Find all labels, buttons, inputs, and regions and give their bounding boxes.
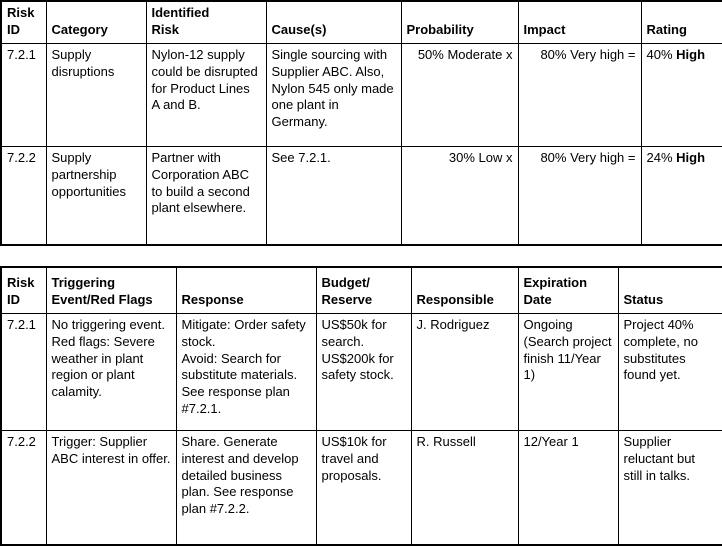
header-risk-id: Risk ID bbox=[0, 0, 47, 44]
header-risk-id: Risk ID bbox=[0, 266, 47, 314]
cell-status: Supplier reluctant but still in talks. bbox=[617, 429, 722, 546]
header-response: Response bbox=[175, 266, 317, 314]
cell-impact: 80% Very high = bbox=[517, 145, 642, 246]
cell-risk-id: 7.2.1 bbox=[0, 42, 47, 147]
cell-budget-reserve: US$10k for travel and proposals. bbox=[315, 429, 412, 546]
cell-probability: 50% Moderate x bbox=[400, 42, 519, 147]
cell-category: Supply partnership opportunities bbox=[45, 145, 147, 246]
cell-identified-risk: Nylon-12 supply could be disrupted for P… bbox=[145, 42, 267, 147]
risk-response-table: Risk ID Triggering Event/Red Flags Respo… bbox=[0, 266, 722, 546]
table-row: 7.2.2 Supply partnership opportunities P… bbox=[0, 145, 722, 246]
cell-status: Project 40% complete, no substitutes fou… bbox=[617, 312, 722, 431]
cell-risk-id: 7.2.2 bbox=[0, 429, 47, 546]
header-status: Status bbox=[617, 266, 722, 314]
cell-triggering-event: Trigger: Supplier ABC interest in offer. bbox=[45, 429, 177, 546]
risk-assessment-table: Risk ID Category Identified Risk Cause(s… bbox=[0, 0, 722, 247]
risk-table-header-row: Risk ID Category Identified Risk Cause(s… bbox=[0, 0, 722, 44]
cell-expiration-date: 12/Year 1 bbox=[517, 429, 619, 546]
cell-response: Mitigate: Order safety stock. Avoid: Sea… bbox=[175, 312, 317, 431]
cell-responsible: J. Rodriguez bbox=[410, 312, 519, 431]
table-row: 7.2.1 No triggering event. Red flags: Se… bbox=[0, 312, 722, 431]
header-budget-reserve: Budget/ Reserve bbox=[315, 266, 412, 314]
rating-level: High bbox=[676, 149, 706, 165]
header-identified-risk: Identified Risk bbox=[145, 0, 267, 44]
rating-level: High bbox=[676, 46, 706, 62]
cell-rating: 24% High bbox=[640, 145, 722, 246]
header-rating: Rating bbox=[640, 0, 722, 44]
header-responsible: Responsible bbox=[410, 266, 519, 314]
header-impact: Impact bbox=[517, 0, 642, 44]
cell-identified-risk: Partner with Corporation ABC to build a … bbox=[145, 145, 267, 246]
header-causes: Cause(s) bbox=[265, 0, 402, 44]
rating-value: 24% bbox=[646, 149, 673, 165]
cell-triggering-event: No triggering event. Red flags: Severe w… bbox=[45, 312, 177, 431]
cell-causes: Single sourcing with Supplier ABC. Also,… bbox=[265, 42, 402, 147]
table-row: 7.2.1 Supply disruptions Nylon-12 supply… bbox=[0, 42, 722, 147]
cell-responsible: R. Russell bbox=[410, 429, 519, 546]
header-triggering-event: Triggering Event/Red Flags bbox=[45, 266, 177, 314]
cell-risk-id: 7.2.2 bbox=[0, 145, 47, 246]
cell-category: Supply disruptions bbox=[45, 42, 147, 147]
cell-expiration-date: Ongoing (Search project finish 11/Year 1… bbox=[517, 312, 619, 431]
cell-probability: 30% Low x bbox=[400, 145, 519, 246]
table-spacer bbox=[0, 246, 722, 266]
cell-causes: See 7.2.1. bbox=[265, 145, 402, 246]
cell-response: Share. Generate interest and develop det… bbox=[175, 429, 317, 546]
cell-impact: 80% Very high = bbox=[517, 42, 642, 147]
header-probability: Probability bbox=[400, 0, 519, 44]
rating-value: 40% bbox=[646, 46, 673, 62]
cell-budget-reserve: US$50k for search. US$200k for safety st… bbox=[315, 312, 412, 431]
response-table-header-row: Risk ID Triggering Event/Red Flags Respo… bbox=[0, 266, 722, 314]
header-category: Category bbox=[45, 0, 147, 44]
cell-rating: 40% High bbox=[640, 42, 722, 147]
cell-risk-id: 7.2.1 bbox=[0, 312, 47, 431]
header-expiration-date: Expiration Date bbox=[517, 266, 619, 314]
table-row: 7.2.2 Trigger: Supplier ABC interest in … bbox=[0, 429, 722, 546]
